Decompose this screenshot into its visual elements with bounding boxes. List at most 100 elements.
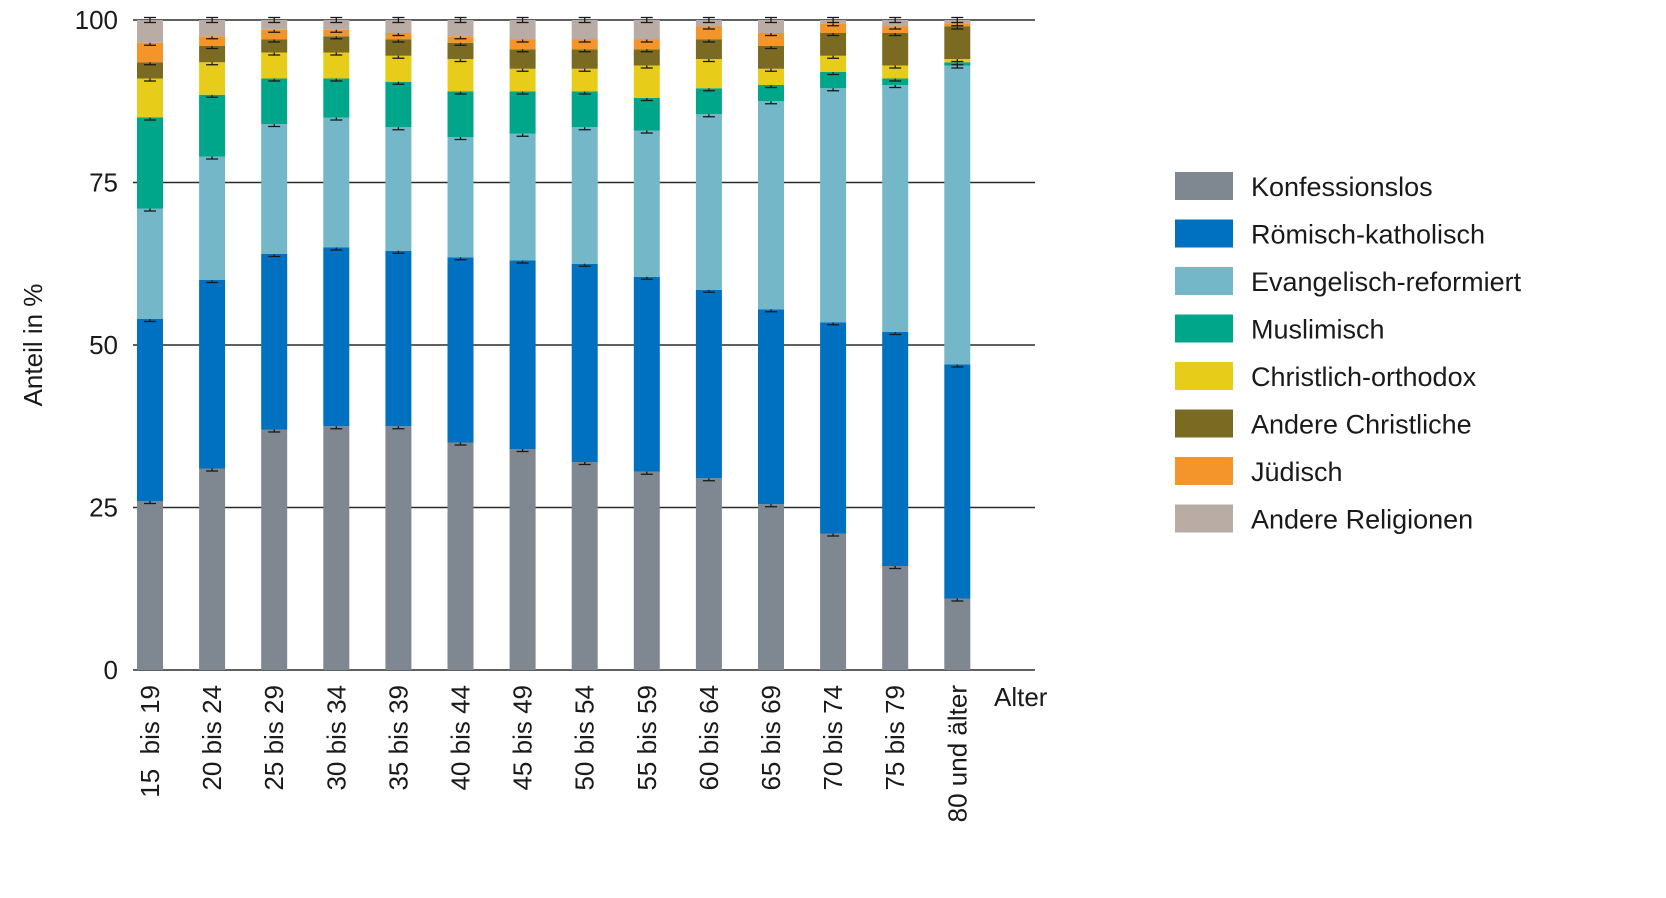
bar-segment — [758, 33, 784, 46]
bar-segment — [137, 501, 163, 670]
bar-segment — [571, 20, 598, 40]
bar-segment — [261, 52, 288, 79]
bar-segment — [509, 260, 536, 449]
bar-segment — [571, 462, 598, 670]
bar-segment — [633, 276, 660, 472]
x-tick-label: 15 bis 19 — [135, 685, 165, 798]
bar-segment — [385, 20, 412, 33]
x-tick-label: 30 bis 34 — [321, 685, 351, 791]
bar-segment — [633, 98, 660, 131]
bar-segment — [944, 26, 971, 59]
bar-segment — [882, 26, 909, 33]
bar-segment — [447, 91, 474, 137]
bar-segment — [199, 46, 226, 63]
y-axis-title: Anteil in % — [18, 284, 48, 407]
bar-segment — [944, 65, 971, 365]
legend-label: Andere Religionen — [1251, 505, 1473, 535]
bar-segment — [261, 78, 288, 124]
legend-swatch — [1175, 172, 1233, 200]
legend-label: Christlich-orthodox — [1251, 362, 1477, 392]
x-tick-label: 25 bis 29 — [259, 685, 289, 791]
bar-segment — [571, 127, 598, 264]
legend-swatch — [1175, 267, 1233, 295]
bar-segment — [261, 20, 288, 30]
bar-segment — [695, 59, 722, 89]
bar-segment — [758, 85, 784, 102]
bar-segment — [137, 42, 163, 63]
legend-swatch — [1175, 362, 1233, 390]
bar-segment — [571, 68, 598, 92]
legend-label: Jüdisch — [1251, 457, 1343, 487]
bar-segment — [199, 468, 226, 670]
bar-segment — [633, 49, 660, 66]
bar-segment — [820, 23, 847, 33]
bar-segment — [385, 426, 412, 670]
bar-segment — [571, 49, 598, 69]
x-tick-label: 45 bis 49 — [508, 685, 538, 791]
bar-segment — [820, 72, 847, 89]
bar-segment — [758, 68, 784, 85]
bar-segment — [695, 88, 722, 115]
y-tick-label: 25 — [89, 493, 118, 523]
bar-segment — [571, 39, 598, 50]
bar-segment — [633, 130, 660, 277]
y-tick-label: 75 — [89, 168, 118, 198]
bar-segment — [633, 39, 660, 50]
bar-segment — [509, 49, 536, 69]
x-tick-label: 60 bis 64 — [694, 685, 724, 791]
bar-segment — [944, 598, 971, 670]
bar-segment — [447, 42, 474, 59]
x-tick-label: 70 bis 74 — [818, 685, 848, 791]
x-tick-label: 65 bis 69 — [756, 685, 786, 791]
bar-segment — [385, 250, 412, 427]
bar-segment — [633, 471, 660, 670]
bar-segment — [695, 26, 722, 40]
bar-segment — [695, 114, 722, 290]
bar-segment — [199, 280, 226, 469]
bar-segment — [571, 263, 598, 462]
bar-segment — [137, 62, 163, 79]
bar-segment — [137, 319, 163, 501]
bar-segment — [323, 20, 350, 30]
bar-segment — [261, 254, 288, 430]
x-tick-label: 55 bis 59 — [632, 685, 662, 791]
bar-segment — [944, 364, 971, 599]
bar-segment — [820, 55, 847, 72]
bar-segment — [758, 504, 784, 670]
bar-segment — [695, 289, 722, 479]
bar-segment — [199, 62, 226, 95]
bar-segment — [509, 91, 536, 134]
bar-segment — [447, 36, 474, 43]
bar-segment — [385, 127, 412, 251]
bar-segment — [323, 426, 350, 670]
bar-segment — [447, 137, 474, 258]
x-tick-label: 75 bis 79 — [880, 685, 910, 791]
bar-segment — [509, 449, 536, 670]
bar-segment — [447, 257, 474, 443]
legend-swatch — [1175, 409, 1233, 438]
bar-segment — [137, 208, 163, 319]
bar-segment — [882, 332, 909, 566]
y-tick-label: 50 — [89, 330, 118, 360]
bar-segment — [385, 39, 412, 56]
bar-segment — [882, 33, 909, 66]
bar-segment — [695, 20, 722, 27]
legend-label: Römisch-katholisch — [1251, 220, 1485, 250]
bar-segment — [385, 33, 412, 40]
bar-segment — [261, 429, 288, 670]
bar-segment — [571, 91, 598, 128]
legend-swatch — [1175, 314, 1233, 343]
bar-segment — [758, 46, 784, 69]
bar-segment — [695, 478, 722, 670]
bar-segment — [882, 566, 909, 670]
bar-segment — [137, 117, 163, 209]
bar-segment — [323, 247, 350, 427]
bar-segment — [633, 65, 660, 98]
bar-segment — [447, 20, 474, 37]
x-tick-label: 40 bis 44 — [446, 685, 476, 791]
y-tick-label: 100 — [75, 5, 118, 35]
x-tick-label: 80 und älter — [942, 685, 972, 823]
bar-segment — [695, 39, 722, 59]
bar-segment — [820, 88, 847, 323]
